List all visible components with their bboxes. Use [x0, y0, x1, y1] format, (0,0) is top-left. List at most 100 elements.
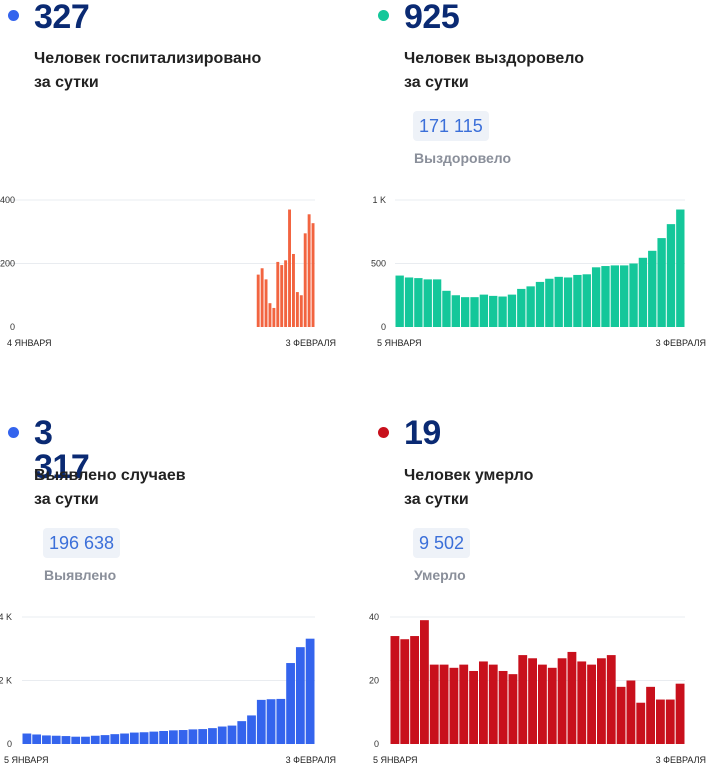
- chart-1-bar: [432, 279, 442, 327]
- chart-3-bar: [675, 683, 685, 744]
- chart-2-bar: [120, 733, 129, 744]
- chart-0-bar: [288, 209, 291, 327]
- cases-total-label: Выявлено: [44, 567, 117, 583]
- chart-1-bar: [638, 257, 648, 327]
- chart-2-bar: [237, 721, 247, 744]
- chart-1-bar: [470, 297, 479, 327]
- chart-3-xlabel-end: 3 ФЕВРАЛЯ: [656, 755, 706, 765]
- chart-1-bar: [423, 279, 432, 327]
- chart-3-bar: [449, 667, 459, 744]
- chart-2-bar: [42, 735, 51, 744]
- chart-3-bar: [626, 680, 636, 744]
- hospitalized-desc-line1: Человек госпитализировано: [34, 50, 262, 67]
- chart-1-bar: [404, 277, 414, 327]
- chart-3-bar: [498, 670, 508, 744]
- recovered-dot-icon: [378, 10, 389, 21]
- chart-2-bar: [217, 726, 227, 744]
- chart-2-xlabel-end: 3 ФЕВРАЛЯ: [286, 755, 336, 765]
- chart-1-xlabel-start: 5 ЯНВАРЯ: [377, 338, 422, 348]
- chart-2-bar: [198, 729, 208, 744]
- chart-3-bar: [547, 667, 557, 744]
- chart-0-bar: [292, 253, 295, 327]
- chart-3-bar: [528, 658, 537, 744]
- chart-2-bar: [247, 715, 256, 744]
- chart-3-bar: [400, 639, 410, 744]
- chart-1-bar: [610, 265, 620, 327]
- chart-3-bar: [518, 655, 528, 744]
- chart-0-bar: [256, 274, 260, 327]
- chart-1-bar: [620, 265, 629, 327]
- chart-2-bar: [286, 663, 295, 744]
- chart-1-bar: [545, 278, 554, 327]
- chart-2-bar: [159, 730, 168, 744]
- chart-0-bar: [303, 233, 307, 327]
- chart-3-bar: [420, 620, 429, 744]
- chart-3-bar: [577, 661, 587, 744]
- cases-desc-line2: за сутки: [34, 491, 99, 508]
- chart-3-ytick-label: 40: [369, 612, 379, 622]
- chart-2-bar: [295, 647, 305, 744]
- recovered-total-value: 171 115: [413, 111, 489, 141]
- chart-2-bar: [169, 730, 178, 744]
- hospitalized-dot-icon: [8, 10, 19, 21]
- chart-2-bar: [208, 728, 217, 744]
- chart-3-bar: [587, 664, 596, 744]
- chart-1-bar: [414, 278, 423, 327]
- chart-2-bar: [81, 736, 90, 744]
- chart-1-bar: [573, 274, 582, 327]
- chart-2-bar: [22, 733, 32, 744]
- chart-1-xlabel-end: 3 ФЕВРАЛЯ: [656, 338, 706, 348]
- chart-0-ytick-label: 0: [10, 322, 15, 332]
- chart-2-bar: [139, 732, 149, 744]
- chart-0-bar: [311, 223, 315, 327]
- chart-0-ytick-label: 400: [0, 195, 15, 205]
- chart-3-bar: [459, 664, 469, 744]
- chart-3-bar: [538, 664, 547, 744]
- chart-2-bar: [61, 736, 71, 744]
- deaths-desc-line2: за сутки: [404, 491, 469, 508]
- recovered-total-label: Выздоровело: [414, 150, 512, 166]
- chart-3-bar: [439, 664, 449, 744]
- chart-2-xlabel-start: 5 ЯНВАРЯ: [4, 755, 49, 765]
- deaths-number: 19: [404, 414, 441, 452]
- cases-total-value: 196 638: [43, 528, 121, 558]
- deaths-total-value: 9 502: [413, 528, 471, 558]
- chart-0-bar: [295, 292, 299, 327]
- chart-2-bar: [100, 735, 110, 744]
- chart-1-bar: [648, 250, 657, 327]
- chart-3-bar: [665, 699, 675, 744]
- chart-3-bar: [656, 699, 665, 744]
- chart-3-ytick-label: 0: [374, 739, 379, 749]
- chart-3-bar: [508, 674, 518, 744]
- chart-2-bar: [51, 735, 61, 744]
- chart-1-bar: [507, 294, 517, 327]
- chart-0-bar: [280, 265, 284, 327]
- chart-2-bar: [90, 735, 100, 744]
- chart-1-bar: [657, 238, 666, 327]
- chart-2-ytick-label: 4 K: [0, 612, 12, 622]
- chart-3-bar: [606, 655, 616, 744]
- chart-2-bar: [32, 734, 42, 744]
- chart-2-bar: [129, 732, 139, 744]
- chart-1-ytick-label: 0: [381, 322, 386, 332]
- chart-0-xlabel-end: 3 ФЕВРАЛЯ: [286, 338, 336, 348]
- cases-dot-icon: [8, 427, 19, 438]
- chart-0-bar: [260, 268, 264, 327]
- chart-1-bar: [554, 276, 563, 327]
- deaths-total-label: Умерло: [414, 567, 466, 583]
- chart-1-bar: [479, 294, 489, 327]
- deaths-dot-icon: [378, 427, 389, 438]
- chart-2-bar: [276, 698, 286, 744]
- chart-3-xlabel-start: 5 ЯНВАРЯ: [373, 755, 418, 765]
- chart-2-bar: [71, 736, 81, 744]
- chart-1-bar: [460, 297, 470, 327]
- chart-3-bar: [410, 636, 419, 744]
- chart-1-bar: [535, 281, 545, 327]
- chart-2-bar: [305, 638, 315, 744]
- chart-3-bar: [469, 670, 478, 744]
- chart-1-bar: [489, 295, 498, 327]
- chart-0-ytick-label: 200: [0, 259, 15, 269]
- chart-0-bar: [299, 295, 303, 327]
- chart-0-xlabel-start: 4 ЯНВАРЯ: [7, 338, 52, 348]
- chart-0-bar: [284, 260, 288, 327]
